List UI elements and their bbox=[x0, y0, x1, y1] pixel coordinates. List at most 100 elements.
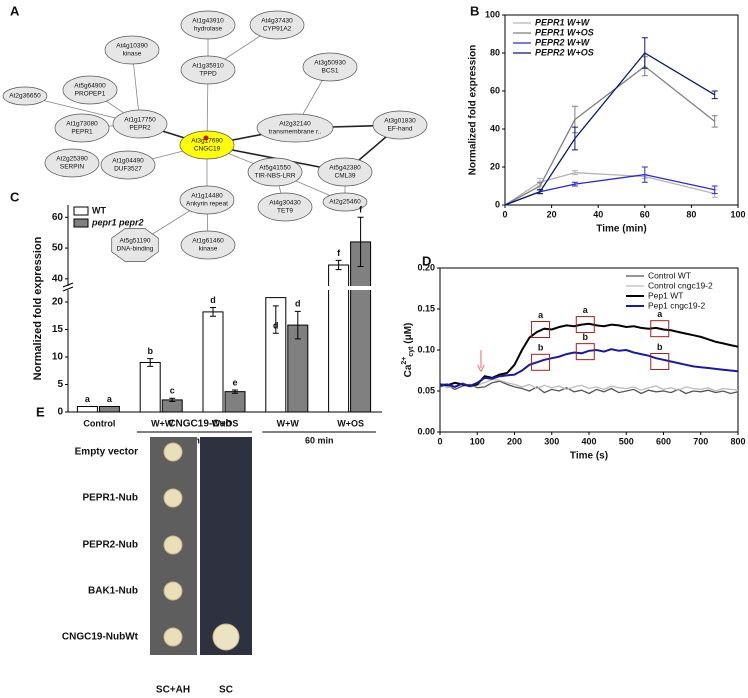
x-tick-label: 60 bbox=[640, 209, 650, 219]
annotation-label: b bbox=[657, 342, 663, 352]
node-id: At2g25390 bbox=[56, 156, 88, 163]
node-shape bbox=[180, 230, 236, 260]
node-id: At5g64900 bbox=[74, 83, 106, 90]
data-label: c bbox=[170, 386, 175, 396]
y-axis-title-part: 2+ bbox=[401, 357, 408, 365]
x-tick-label: 500 bbox=[619, 436, 634, 446]
y-tick-label: 0 bbox=[495, 199, 500, 209]
series-line bbox=[439, 322, 739, 388]
node-id: At5g51190 bbox=[120, 238, 151, 245]
legend-swatch bbox=[73, 206, 89, 216]
x-tick-label: 600 bbox=[656, 436, 671, 446]
panel-label: A bbox=[10, 3, 20, 18]
error-bar bbox=[169, 397, 176, 403]
node-name: PEPR2 bbox=[129, 125, 151, 132]
error-bar bbox=[571, 181, 578, 187]
node-shape bbox=[256, 113, 334, 143]
panel-label: D bbox=[422, 253, 431, 268]
bar bbox=[98, 406, 120, 413]
annotation-box bbox=[650, 320, 670, 338]
node-shape bbox=[54, 113, 110, 143]
node-id: At1g04490 bbox=[112, 158, 144, 165]
y-tick-label: 80 bbox=[490, 47, 500, 57]
node-name: EF-hand bbox=[388, 126, 413, 133]
node-id: At5g41550 bbox=[259, 165, 291, 172]
annotation-box bbox=[575, 316, 595, 334]
x-axis-title: Time (min) bbox=[596, 224, 646, 235]
node-name: CML39 bbox=[335, 173, 356, 180]
x-tick-label: W+W bbox=[277, 418, 300, 428]
node-id: At3g17690 bbox=[191, 138, 223, 145]
y-tick-label: 100 bbox=[485, 9, 500, 19]
row-label: PEPR2-Nub bbox=[82, 540, 138, 551]
plot-frame bbox=[504, 14, 739, 206]
x-tick-label: W+W bbox=[151, 418, 174, 428]
column-label: SC+AH bbox=[156, 685, 190, 696]
bar bbox=[202, 311, 224, 413]
node-shape bbox=[249, 10, 305, 40]
column-label: SC bbox=[219, 685, 233, 696]
y-axis-title: Normalized fold expression bbox=[32, 236, 44, 380]
annotation-label: a bbox=[583, 305, 589, 315]
data-label: f bbox=[337, 248, 341, 258]
error-bar bbox=[357, 216, 364, 268]
node-name: PROPEP1 bbox=[75, 91, 106, 98]
x-tick-label: 300 bbox=[544, 436, 559, 446]
node-name: TIR-NBS-LRR bbox=[254, 173, 295, 180]
legend-label: Pep1 WT bbox=[648, 290, 683, 300]
yeast-header: CNGC19-Cub bbox=[168, 419, 231, 430]
node-name: transmembrane r.. bbox=[269, 129, 322, 136]
legend-swatch bbox=[73, 218, 89, 228]
y-axis-title-part: Ca bbox=[403, 364, 414, 377]
series-line bbox=[439, 380, 739, 395]
node-shape bbox=[302, 52, 358, 82]
node-shape bbox=[111, 228, 159, 262]
node: At2g25460 bbox=[322, 192, 368, 212]
error-bar bbox=[641, 37, 648, 69]
y-tick-label: 5 bbox=[57, 379, 63, 390]
node-shape bbox=[44, 148, 100, 178]
node-id: At1g17750 bbox=[124, 117, 156, 124]
axis-break-mark bbox=[62, 282, 74, 292]
node-name: kinase bbox=[123, 51, 142, 58]
node-name: TET9 bbox=[277, 208, 293, 215]
node-id: At1g61460 bbox=[192, 238, 224, 245]
node-shape bbox=[247, 157, 303, 187]
node-shape bbox=[104, 35, 160, 65]
y-tick-label: 0.20 bbox=[417, 262, 435, 272]
x-tick-label: 700 bbox=[693, 436, 708, 446]
node-id: At4g37430 bbox=[261, 18, 293, 25]
legend-label: PEPR1 W+OS bbox=[535, 27, 594, 37]
plate-right bbox=[200, 437, 252, 655]
node-id: At4g10390 bbox=[116, 43, 148, 50]
colony bbox=[163, 442, 183, 462]
legend-label: Pep1 cngc19-2 bbox=[648, 300, 705, 310]
node-id: At1g14480 bbox=[191, 193, 223, 200]
data-label: f bbox=[359, 205, 363, 215]
x-tick-label: 200 bbox=[507, 436, 522, 446]
legend-label: Control cngc19-2 bbox=[648, 280, 713, 290]
y-tick-label: 10 bbox=[52, 352, 64, 363]
error-bar bbox=[147, 358, 154, 367]
node-id: At3g50930 bbox=[314, 60, 346, 67]
node-id: At2g25460 bbox=[329, 199, 361, 206]
data-label: d bbox=[273, 321, 279, 331]
node-name: DUF3527 bbox=[114, 166, 142, 173]
node-id: At3g01830 bbox=[384, 118, 416, 125]
panel-label: E bbox=[36, 404, 45, 419]
series-line bbox=[504, 172, 715, 206]
annotation-box bbox=[531, 353, 551, 371]
y-tick-label: 0.05 bbox=[417, 385, 435, 395]
data-label: e bbox=[232, 377, 237, 387]
